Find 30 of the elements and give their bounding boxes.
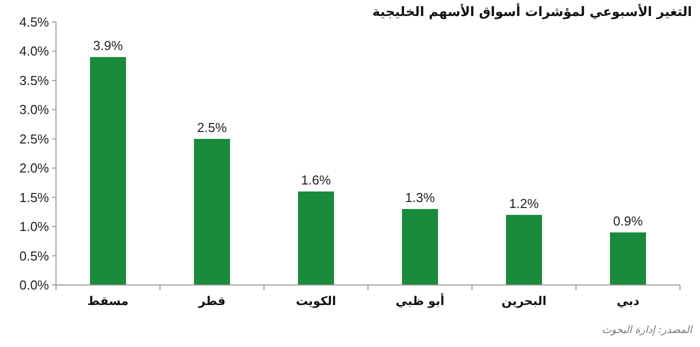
x-tick-label: البحرين — [502, 294, 546, 308]
bar — [298, 191, 334, 285]
y-tick-label: 3.0% — [19, 102, 50, 118]
data-label: 1.6% — [301, 172, 332, 188]
text: المصدر: إدارة البحوث — [602, 325, 694, 336]
bar — [506, 214, 542, 285]
data-label: 3.9% — [93, 38, 124, 54]
y-tick-label: 3.5% — [19, 72, 50, 88]
bar — [402, 209, 438, 285]
y-tick-label: 2.5% — [19, 131, 50, 146]
data-label: 0.9% — [613, 213, 644, 228]
bar — [194, 138, 230, 285]
y-tick-label: 1.5% — [19, 190, 50, 205]
y-tick-label: 0.0% — [19, 278, 50, 292]
x-tick-label: مسقط — [87, 294, 129, 308]
x-tick-label: دبي — [616, 294, 640, 308]
x-tick-label: قطر — [197, 294, 226, 308]
x-tick-label: الكويت — [296, 294, 336, 308]
data-label: 2.5% — [197, 120, 228, 135]
y-tick-label: 2.0% — [19, 160, 50, 176]
y-tick-label: 0.5% — [19, 248, 50, 264]
data-label: 1.2% — [509, 196, 540, 211]
bar — [90, 57, 126, 285]
y-tick-label: 4.5% — [19, 14, 50, 30]
x-tick-label: أبو ظبي — [396, 293, 444, 308]
bar — [610, 232, 646, 285]
data-label: 1.3% — [405, 190, 436, 206]
y-tick-label: 1.0% — [19, 219, 50, 234]
y-tick-label: 4.0% — [19, 44, 50, 59]
chart-title: التغير الأسبوعي لمؤشرات أسواق الأسهم الخليجية — [372, 3, 692, 20]
